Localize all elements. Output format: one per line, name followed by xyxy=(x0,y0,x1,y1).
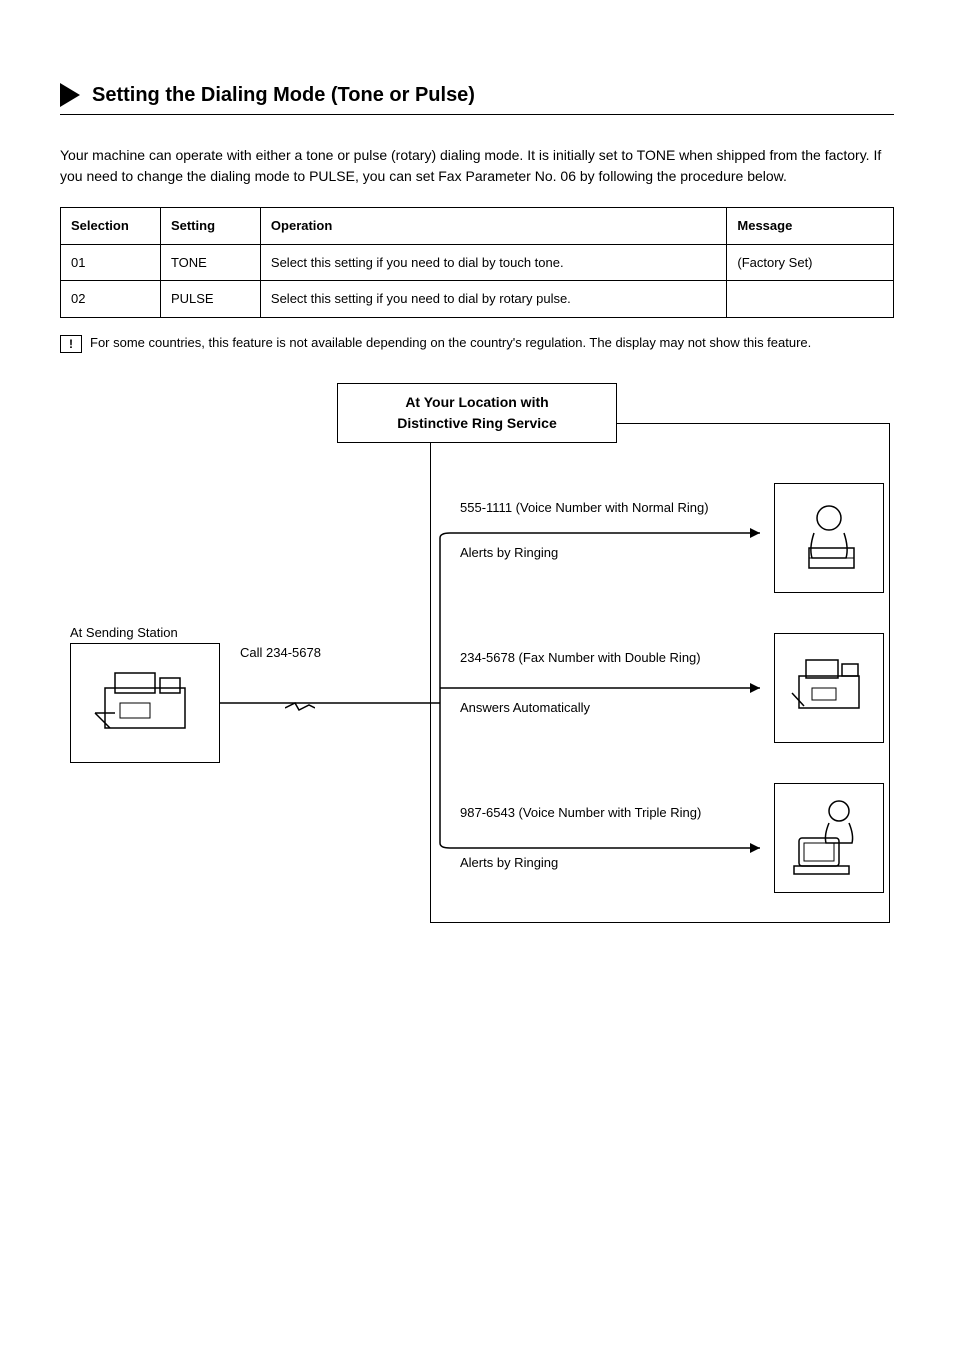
receiver1-alert: Alerts by Ringing xyxy=(460,543,558,563)
note-text: For some countries, this feature is not … xyxy=(90,333,811,353)
header-row: Setting the Dialing Mode (Tone or Pulse) xyxy=(60,80,894,110)
receiver3-label: 987-6543 (Voice Number with Triple Ring) xyxy=(460,803,750,823)
settings-table-wrap: Selection Setting Operation Message 01 T… xyxy=(60,207,894,318)
receiver3-alert: Alerts by Ringing xyxy=(460,853,558,873)
receiver2-label: 234-5678 (Fax Number with Double Ring) xyxy=(460,648,750,668)
fax-machine-icon xyxy=(784,648,874,728)
person-computer-icon xyxy=(784,793,874,883)
sender-label: At Sending Station xyxy=(70,623,178,643)
sender-box xyxy=(70,643,220,763)
alert-icon: ! xyxy=(60,335,82,353)
cell-operation: Select this setting if you need to dial … xyxy=(260,281,726,318)
cell-operation: Select this setting if you need to dial … xyxy=(260,244,726,281)
fax-machine-icon xyxy=(85,658,205,748)
intro-paragraph: Your machine can operate with either a t… xyxy=(60,145,894,187)
receiver1-box xyxy=(774,483,884,593)
cell-selection: 01 xyxy=(61,244,161,281)
note-row: ! For some countries, this feature is no… xyxy=(60,333,894,353)
diagram-title: At Your Location with Distinctive Ring S… xyxy=(337,383,617,443)
cell-message: (Factory Set) xyxy=(727,244,894,281)
receiver3-box xyxy=(774,783,884,893)
page-header: Setting the Dialing Mode (Tone or Pulse) xyxy=(60,80,894,115)
table-row: 02 PULSE Select this setting if you need… xyxy=(61,281,894,318)
section-title: Setting the Dialing Mode (Tone or Pulse) xyxy=(92,80,475,110)
cell-selection: 02 xyxy=(61,281,161,318)
lightning-icon xyxy=(285,700,315,716)
header-divider xyxy=(60,114,894,115)
col-selection: Selection xyxy=(61,208,161,245)
table-row: 01 TONE Select this setting if you need … xyxy=(61,244,894,281)
cell-setting: PULSE xyxy=(160,281,260,318)
col-setting: Setting xyxy=(160,208,260,245)
person-laptop-icon xyxy=(784,493,874,583)
table-header-row: Selection Setting Operation Message xyxy=(61,208,894,245)
triangle-icon xyxy=(60,83,80,107)
receiver2-box xyxy=(774,633,884,743)
cell-message xyxy=(727,281,894,318)
diagram: At Sending Station Call 234-5678 555 xyxy=(60,423,894,963)
diagram-title-line2: Distinctive Ring Service xyxy=(397,415,557,431)
col-operation: Operation xyxy=(260,208,726,245)
cell-setting: TONE xyxy=(160,244,260,281)
receiver2-alert: Answers Automatically xyxy=(460,698,590,718)
settings-table: Selection Setting Operation Message 01 T… xyxy=(60,207,894,318)
receiver1-label: 555-1111 (Voice Number with Normal Ring) xyxy=(460,498,750,518)
col-message: Message xyxy=(727,208,894,245)
diagram-title-line1: At Your Location with xyxy=(405,394,548,410)
call-label: Call 234-5678 xyxy=(240,643,321,663)
